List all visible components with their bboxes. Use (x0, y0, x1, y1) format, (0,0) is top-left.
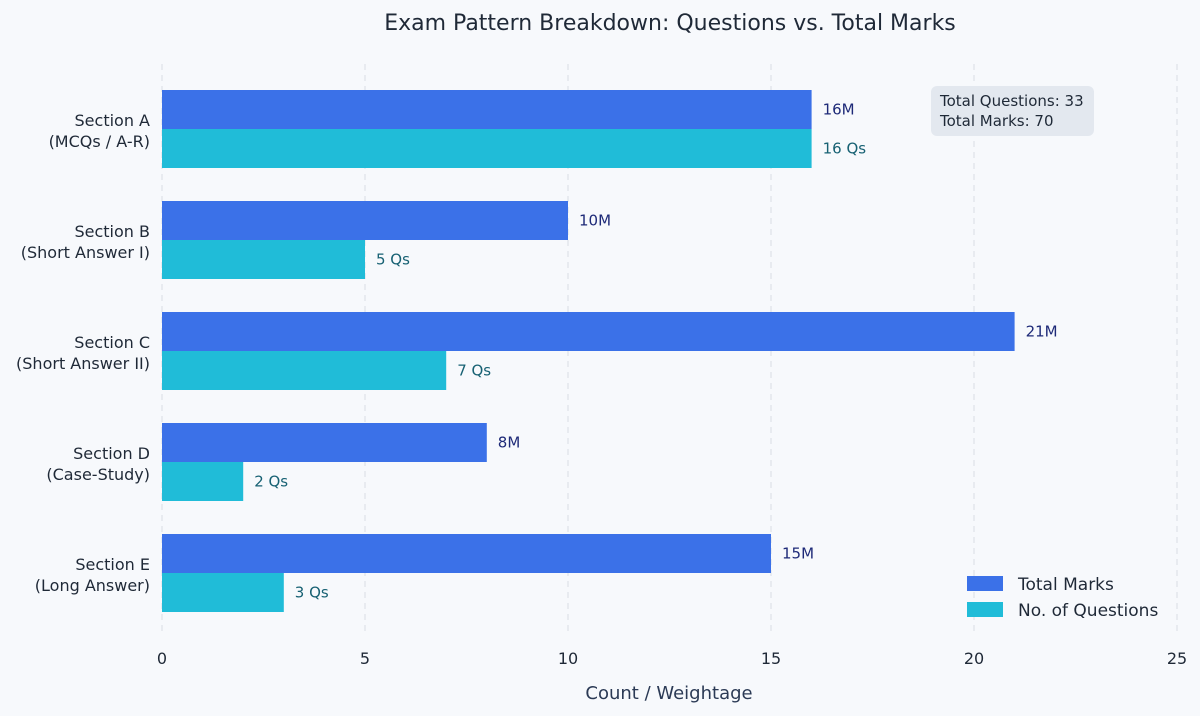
bar-questions (162, 462, 244, 501)
category-sublabel: (Short Answer I) (21, 243, 150, 262)
legend-label-questions: No. of Questions (1018, 601, 1158, 621)
data-labels: 16M 16 Qs 10M 5 Qs 21M 7 Qs 8M 2 Qs 15M 3 Qs (254, 101, 1057, 602)
x-axis-label: Count / Weightage (585, 683, 752, 704)
bar-total-marks (162, 201, 568, 240)
chart-title: Exam Pattern Breakdown: Questions vs. To… (384, 11, 956, 36)
x-tick-label: 0 (157, 649, 167, 668)
category-label: Section A (75, 111, 151, 130)
legend-swatch-questions (967, 602, 1003, 617)
x-tick-label: 20 (964, 649, 984, 668)
bar-total-marks (162, 312, 1015, 351)
info-total-marks: Total Marks: 70 (939, 112, 1054, 130)
category-label: Section B (74, 222, 150, 241)
legend: Total Marks No. of Questions (967, 575, 1158, 621)
data-label-questions: 7 Qs (457, 362, 491, 380)
data-label-total-marks: 16M (823, 101, 855, 119)
bar-total-marks (162, 90, 812, 129)
x-tick-label: 5 (360, 649, 370, 668)
data-label-total-marks: 10M (579, 212, 611, 230)
category-sublabel: (Short Answer II) (16, 354, 150, 373)
bar-questions (162, 351, 447, 390)
data-label-total-marks: 15M (782, 545, 814, 563)
bar-questions (162, 129, 812, 168)
bar-questions (162, 573, 284, 612)
bar-total-marks (162, 423, 487, 462)
data-label-questions: 3 Qs (295, 584, 329, 602)
info-box: Total Questions: 33 Total Marks: 70 (931, 86, 1094, 136)
data-label-questions: 5 Qs (376, 251, 410, 269)
category-sublabel: (MCQs / A-R) (49, 132, 150, 151)
bar-questions (162, 240, 365, 279)
category-label: Section D (73, 444, 150, 463)
category-sublabel: (Case-Study) (46, 465, 150, 484)
data-label-questions: 2 Qs (254, 473, 288, 491)
data-label-questions: 16 Qs (823, 140, 867, 158)
info-total-questions: Total Questions: 33 (939, 92, 1084, 110)
x-tick-label: 10 (558, 649, 578, 668)
category-labels: Section A (MCQs / A-R) Section B (Short Ans… (16, 111, 150, 595)
category-label: Section C (74, 333, 150, 352)
data-label-total-marks: 8M (498, 434, 521, 452)
x-tick-label: 15 (761, 649, 781, 668)
legend-swatch-total-marks (967, 576, 1003, 591)
x-tick-label: 25 (1167, 649, 1187, 668)
bars (162, 90, 1015, 612)
info-box-background (931, 86, 1094, 136)
x-tick-labels: 0 5 10 15 20 25 (157, 649, 1187, 668)
category-label: Section E (75, 555, 150, 574)
bar-total-marks (162, 534, 771, 573)
data-label-total-marks: 21M (1026, 323, 1058, 341)
category-sublabel: (Long Answer) (35, 576, 150, 595)
legend-label-total-marks: Total Marks (1017, 575, 1114, 595)
